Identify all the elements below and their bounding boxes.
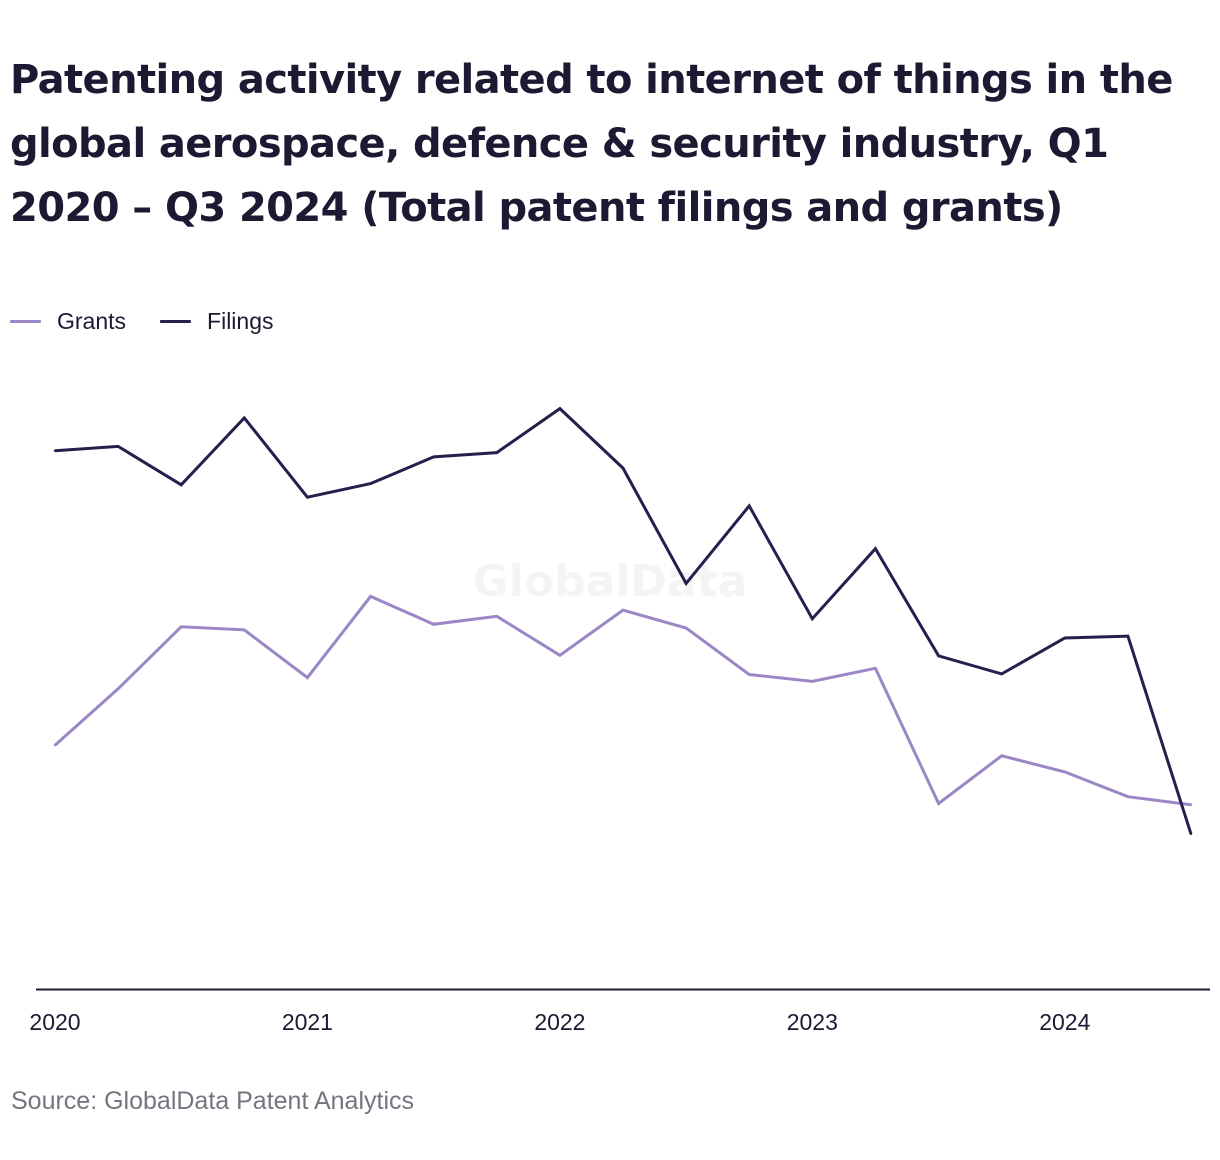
legend-label-filings: Filings <box>207 307 274 334</box>
data-point-filings[interactable] <box>116 445 120 448</box>
legend-swatch-grants <box>10 319 41 323</box>
legend-item-grants[interactable]: Grants <box>10 308 126 335</box>
data-point-filings[interactable] <box>495 451 498 454</box>
data-point-grants[interactable] <box>243 628 246 632</box>
legend: Grants Filings <box>10 306 308 336</box>
x-axis-ticks: 2020 2021 2022 2023 2024 <box>29 1009 1090 1035</box>
legend-item-filings[interactable]: Filings <box>160 307 274 335</box>
data-point-grants[interactable] <box>684 626 688 630</box>
x-tick-label: 2023 <box>787 1009 838 1035</box>
legend-swatch-filings <box>160 319 192 323</box>
series-line-grants <box>54 594 1192 807</box>
data-point-grants[interactable] <box>53 744 57 747</box>
data-point-filings[interactable] <box>811 617 814 620</box>
x-tick-label: 2022 <box>534 1009 585 1035</box>
data-point-filings[interactable] <box>558 407 562 410</box>
data-point-filings[interactable] <box>1126 634 1130 638</box>
data-point-filings[interactable] <box>1189 832 1193 836</box>
data-point-grants[interactable] <box>937 802 940 805</box>
x-tick-label: 2021 <box>282 1009 333 1035</box>
data-point-filings[interactable] <box>1063 636 1067 640</box>
data-point-grants[interactable] <box>621 608 625 612</box>
data-point-filings[interactable] <box>937 654 940 658</box>
data-point-filings[interactable] <box>53 449 57 452</box>
data-point-grants[interactable] <box>306 676 309 679</box>
data-point-grants[interactable] <box>369 595 372 598</box>
data-point-grants[interactable] <box>1126 795 1130 798</box>
data-point-grants[interactable] <box>811 680 814 683</box>
data-point-filings[interactable] <box>684 582 688 585</box>
data-point-grants[interactable] <box>558 654 562 657</box>
data-point-filings[interactable] <box>306 496 309 499</box>
data-point-grants[interactable] <box>495 615 498 618</box>
data-point-filings[interactable] <box>369 482 372 485</box>
data-point-filings[interactable] <box>180 483 183 486</box>
chart-title: Patenting activity related to internet o… <box>10 57 1173 231</box>
x-tick-label: 2020 <box>29 1009 80 1035</box>
source-note: Source: GlobalData Patent Analytics <box>11 1087 415 1115</box>
data-point-grants[interactable] <box>116 687 120 690</box>
data-point-grants[interactable] <box>1063 770 1067 774</box>
data-point-grants[interactable] <box>180 625 183 628</box>
legend-label-grants: Grants <box>57 307 127 334</box>
data-point-filings[interactable] <box>874 547 877 550</box>
data-point-grants[interactable] <box>748 673 751 676</box>
data-point-grants[interactable] <box>874 667 877 670</box>
data-point-filings[interactable] <box>1000 672 1003 676</box>
watermark-text: GlobalData <box>473 556 748 607</box>
x-tick-label: 2024 <box>1039 1009 1090 1035</box>
series-layer <box>53 406 1193 836</box>
data-point-grants[interactable] <box>432 623 435 626</box>
data-point-filings[interactable] <box>748 504 751 508</box>
data-point-filings[interactable] <box>621 466 625 470</box>
data-point-grants[interactable] <box>1000 754 1003 757</box>
data-point-filings[interactable] <box>243 416 246 420</box>
data-point-filings[interactable] <box>432 455 435 459</box>
data-point-grants[interactable] <box>1189 803 1193 806</box>
series-line-filings <box>54 406 1193 835</box>
